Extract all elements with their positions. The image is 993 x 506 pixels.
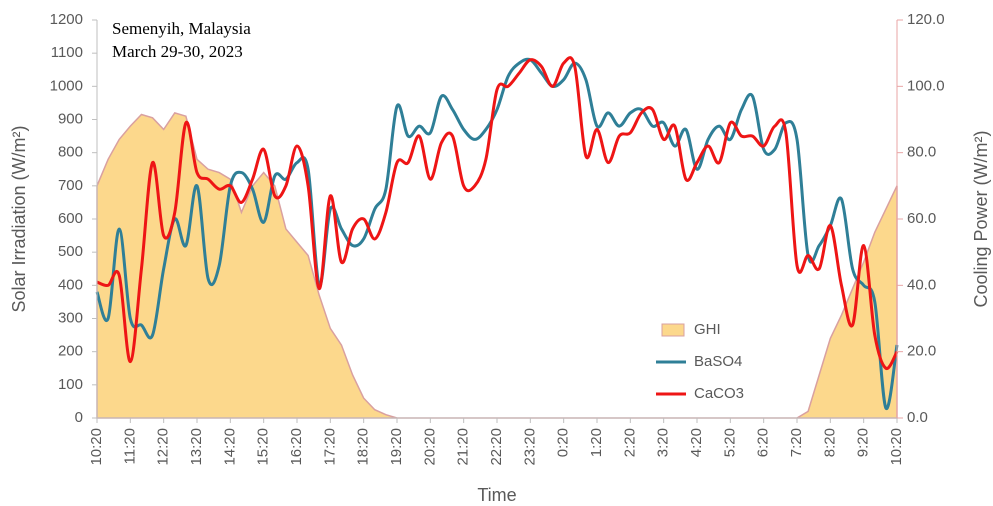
y-tick-label: 1100 bbox=[51, 44, 83, 61]
x-tick-label: 6:20 bbox=[755, 428, 772, 457]
x-tick-label: 17:20 bbox=[321, 428, 338, 466]
y-tick-label: 800 bbox=[58, 144, 83, 161]
y-tick-label: 700 bbox=[58, 177, 83, 194]
x-tick-label: 5:20 bbox=[721, 428, 738, 457]
x-tick-label: 10:20 bbox=[88, 428, 105, 466]
annotation: Semenyih, Malaysia bbox=[112, 19, 251, 38]
x-tick-label: 20:20 bbox=[421, 428, 438, 466]
y-tick-label: 900 bbox=[58, 110, 83, 127]
x-tick-label: 16:20 bbox=[288, 428, 305, 466]
x-tick-label: 7:20 bbox=[788, 428, 805, 457]
x-tick-label: 12:20 bbox=[155, 428, 172, 466]
y-axis-title: Solar Irradiation (W/m²) bbox=[9, 125, 29, 312]
y2-tick-label: 120.0 bbox=[907, 11, 945, 28]
legend-label: BaSO4 bbox=[694, 353, 742, 370]
legend-swatch bbox=[661, 323, 685, 337]
x-tick-label: 22:20 bbox=[488, 428, 505, 466]
x-tick-label: 4:20 bbox=[688, 428, 705, 457]
x-tick-label: 1:20 bbox=[588, 428, 605, 457]
y-tick-label: 300 bbox=[58, 309, 83, 326]
y2-tick-label: 100.0 bbox=[907, 77, 945, 94]
line bbox=[96, 56, 899, 370]
x-tick-label: 19:20 bbox=[388, 428, 405, 466]
x-tick-label: 8:20 bbox=[821, 428, 838, 457]
x-tick-label: 10:20 bbox=[888, 428, 905, 466]
y2-tick-label: 80.0 bbox=[907, 144, 936, 161]
y-tick-label: 1000 bbox=[50, 77, 83, 94]
x-tick-label: 11:20 bbox=[121, 428, 138, 464]
annotation: March 29-30, 2023 bbox=[112, 42, 243, 61]
x-tick-label: 2:20 bbox=[621, 428, 638, 457]
y2-tick-label: 40.0 bbox=[907, 276, 936, 293]
y2-tick-label: 20.0 bbox=[907, 343, 936, 360]
x-tick-label: 13:20 bbox=[188, 428, 205, 466]
y-tick-label: 400 bbox=[58, 276, 83, 293]
x-tick-label: 21:20 bbox=[455, 428, 472, 466]
y2-tick-label: 0.0 bbox=[907, 409, 928, 426]
legend-label: CaCO3 bbox=[694, 385, 744, 402]
y-tick-label: 200 bbox=[58, 343, 83, 360]
y-tick-label: 1200 bbox=[50, 11, 83, 28]
x-tick-label: 18:20 bbox=[355, 428, 372, 466]
x-tick-label: 23:20 bbox=[521, 428, 538, 466]
y2-tick-label: 60.0 bbox=[907, 210, 936, 227]
y-tick-label: 600 bbox=[58, 210, 83, 227]
x-tick-label: 15:20 bbox=[255, 428, 272, 466]
x-tick-label: 0:20 bbox=[555, 428, 572, 457]
y-tick-label: 0 bbox=[75, 409, 83, 426]
x-tick-label: 3:20 bbox=[655, 428, 672, 457]
y2-axis-title: Cooling Power (W/m²) bbox=[971, 130, 991, 307]
legend-label: GHI bbox=[694, 321, 721, 338]
x-axis-title: Time bbox=[477, 485, 516, 505]
x-tick-label: 14:20 bbox=[221, 428, 238, 466]
area bbox=[96, 111, 898, 419]
x-tick-label: 9:20 bbox=[855, 428, 872, 457]
y-tick-label: 100 bbox=[58, 376, 83, 393]
y-tick-label: 500 bbox=[58, 243, 83, 260]
